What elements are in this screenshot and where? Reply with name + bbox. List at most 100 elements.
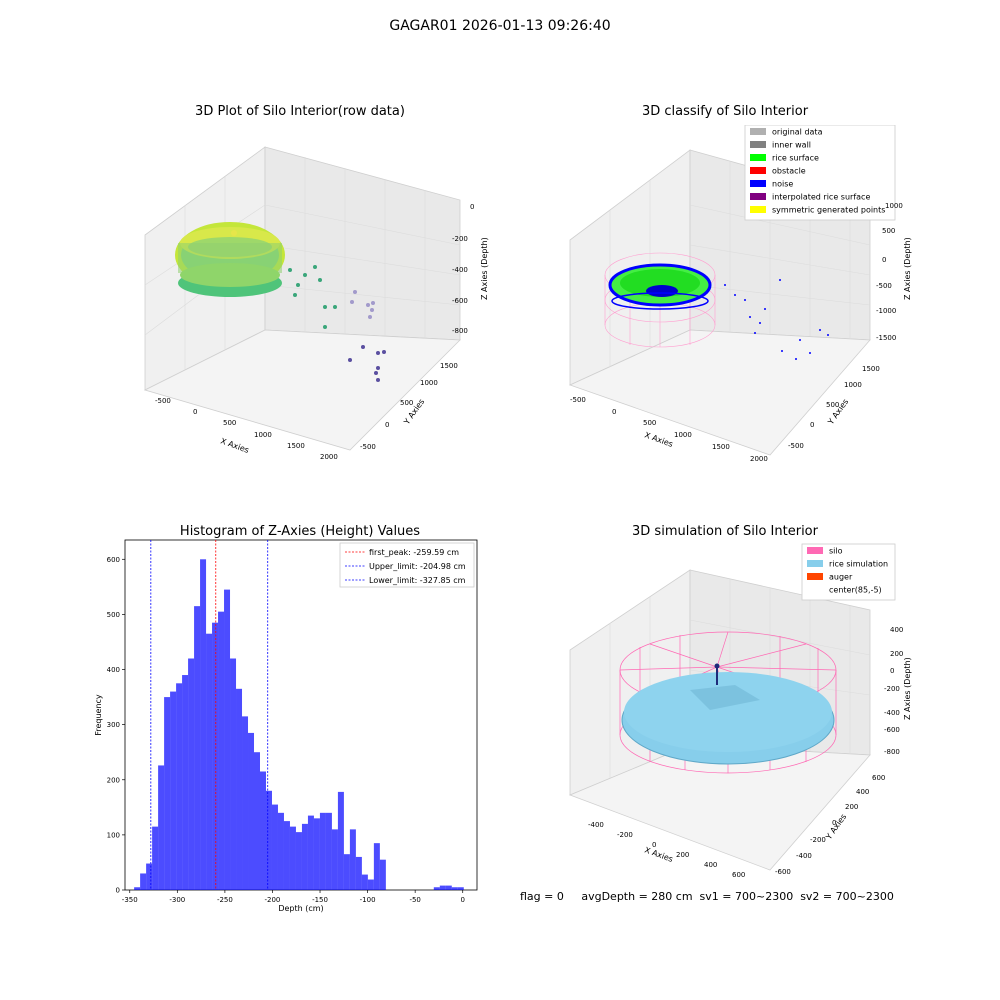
- svg-text:-500: -500: [360, 443, 376, 451]
- histogram-bar: [337, 791, 344, 890]
- histogram-bar: [152, 826, 159, 890]
- svg-text:500: 500: [400, 399, 413, 407]
- simulation-y-ticks: -600 -400 -200 0 200 400 600: [775, 774, 885, 876]
- histogram-bar: [158, 765, 165, 890]
- svg-text:1500: 1500: [440, 362, 458, 370]
- histogram-x-tick-label: 0: [460, 896, 464, 904]
- histogram-bar: [146, 863, 153, 890]
- svg-text:500: 500: [882, 227, 895, 235]
- svg-text:1000: 1000: [420, 379, 438, 387]
- classify-x-axis-label: X Axies: [643, 430, 674, 449]
- histogram-bar: [343, 854, 350, 890]
- histogram-bar: [164, 697, 171, 890]
- svg-text:500: 500: [826, 401, 839, 409]
- raw-3d-plot: -500 0 500 1000 1500 2000 X Axies -500 0…: [143, 146, 489, 461]
- svg-text:-500: -500: [876, 282, 892, 290]
- classify-legend-swatch: [750, 167, 766, 174]
- svg-text:0: 0: [385, 421, 389, 429]
- histogram-bar: [224, 589, 231, 890]
- classify-legend-swatch: [750, 193, 766, 200]
- histogram-bar: [451, 887, 458, 890]
- simulation-x-axis-label: X Axies: [643, 845, 674, 864]
- svg-text:0: 0: [193, 408, 197, 416]
- classify-noise-points: [724, 279, 829, 360]
- svg-text:0: 0: [470, 203, 474, 211]
- svg-text:0: 0: [832, 819, 836, 827]
- histogram-legend-label: Upper_limit: -204.98 cm: [369, 562, 466, 571]
- classify-legend-swatch: [750, 128, 766, 135]
- simulation-legend-swatch: [807, 547, 823, 554]
- histogram-x-axis-label: Depth (cm): [278, 904, 323, 913]
- histogram-bar: [212, 622, 219, 890]
- simulation-legend-label: auger: [829, 573, 853, 582]
- classify-legend-swatch: [750, 154, 766, 161]
- histogram-x-tick-label: -50: [409, 896, 420, 904]
- svg-text:-200: -200: [452, 235, 468, 243]
- simulation-z-axis-label: Z Axies (Depth): [903, 657, 912, 720]
- svg-text:1000: 1000: [844, 381, 862, 389]
- raw-silo-points: [175, 222, 285, 297]
- classify-y-ticks: -500 0 500 1000 1500: [788, 365, 880, 450]
- svg-text:2000: 2000: [750, 455, 768, 463]
- histogram-legend: first_peak: -259.59 cm Upper_limit: -204.…: [339, 542, 475, 588]
- svg-text:400: 400: [890, 626, 903, 634]
- histogram-legend-box: [339, 542, 475, 588]
- simulation-legend-swatch: [807, 560, 823, 567]
- histogram-y-tick-label: 0: [116, 887, 120, 895]
- histogram-bar: [188, 658, 195, 890]
- histogram-bar: [379, 859, 386, 890]
- histogram-title: Histogram of Z-Axies (Height) Values: [179, 524, 421, 539]
- svg-text:-400: -400: [796, 852, 812, 860]
- svg-text:600: 600: [732, 871, 745, 879]
- histogram-bar: [433, 887, 440, 890]
- simulation-legend: silo rice simulation auger center(85,-5): [801, 543, 896, 601]
- histogram-bar: [349, 829, 356, 890]
- simulation-y-axis-label: Y Axies: [824, 812, 849, 842]
- raw-plot-title: 3D Plot of Silo Interior(row data): [195, 104, 405, 119]
- svg-text:-400: -400: [452, 266, 468, 274]
- histogram-bar: [242, 716, 249, 890]
- histogram-bar: [307, 815, 314, 890]
- histogram-bar: [283, 821, 290, 890]
- histogram-chart: -350 -300 -250 -200 -150 -100 -50 0 0 100 200 300 4…: [94, 539, 478, 913]
- svg-text:-500: -500: [570, 396, 586, 404]
- classify-plot-title: 3D classify of Silo Interior: [641, 104, 809, 119]
- histogram-bar: [313, 818, 320, 890]
- svg-text:-800: -800: [452, 327, 468, 335]
- histogram-bar: [218, 611, 225, 890]
- svg-text:600: 600: [872, 774, 885, 782]
- svg-text:-800: -800: [884, 748, 900, 756]
- svg-text:1000: 1000: [254, 431, 272, 439]
- histogram-bar: [200, 559, 207, 890]
- svg-text:-400: -400: [884, 709, 900, 717]
- svg-text:-200: -200: [884, 685, 900, 693]
- histogram-bar: [277, 812, 284, 890]
- svg-text:-1500: -1500: [876, 334, 896, 342]
- histogram-bar: [194, 606, 201, 890]
- histogram-bar: [367, 879, 374, 890]
- histogram-bar: [295, 832, 302, 890]
- classify-legend-label: rice surface: [772, 154, 819, 163]
- simulation-z-ticks: 400 200 0 -200 -400 -600 -800: [884, 626, 903, 756]
- histogram-x-tick-label: -150: [312, 896, 328, 904]
- simulation-rice-surface: [621, 672, 835, 765]
- histogram-x-tick-label: -300: [169, 896, 185, 904]
- svg-text:0: 0: [882, 256, 886, 264]
- raw-scatter-points: [288, 265, 386, 382]
- histogram-y-tick-label: 400: [107, 666, 120, 674]
- svg-text:-600: -600: [452, 297, 468, 305]
- histogram-bar: [373, 843, 380, 890]
- classify-legend-label: original data: [772, 128, 823, 137]
- classify-z-ticks: 1000 500 0 -500 -1000 -1500: [876, 202, 903, 342]
- svg-text:1000: 1000: [674, 431, 692, 439]
- histogram-bar: [248, 732, 255, 890]
- svg-text:400: 400: [704, 861, 717, 869]
- raw-x-axis-label: X Axies: [219, 436, 250, 455]
- histogram-bar: [230, 658, 237, 890]
- simulation-auger: [714, 663, 720, 685]
- histogram-bar: [134, 887, 141, 890]
- classify-legend: original data inner wall rice surface obsta…: [744, 125, 896, 221]
- raw-z-axis-label: Z Axies (Depth): [480, 237, 489, 300]
- svg-text:0: 0: [652, 841, 656, 849]
- simulation-legend-label: silo: [829, 547, 843, 556]
